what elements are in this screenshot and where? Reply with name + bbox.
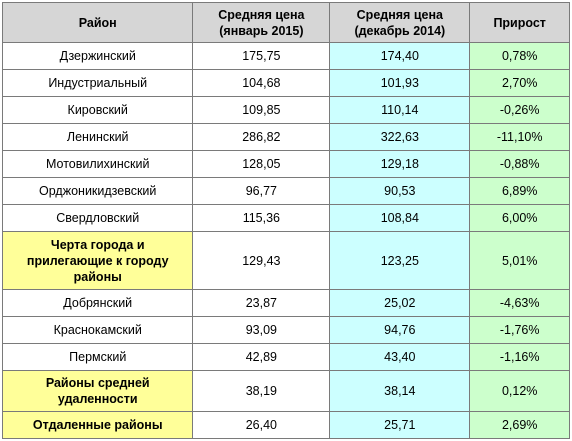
- table-row: Кировский 109,85 110,14 -0,26%: [1, 96, 570, 124]
- cell-growth: -11,10%: [469, 123, 570, 151]
- header-dec-2014: Средняя цена (декабрь 2014): [329, 2, 471, 43]
- cell-dec-2014: 43,40: [329, 343, 471, 371]
- cell-dec-2014: 38,14: [329, 370, 471, 412]
- table-header-row: Район Средняя цена (январь 2015) Средняя…: [1, 2, 570, 43]
- cell-jan-2015: 23,87: [192, 289, 331, 317]
- table-row: Дзержинский 175,75 174,40 0,78%: [1, 42, 570, 70]
- cell-dec-2014: 90,53: [329, 177, 471, 205]
- cell-dec-2014: 25,02: [329, 289, 471, 317]
- summary-row: Черта города и прилегающие к городу райо…: [1, 231, 570, 290]
- cell-jan-2015: 104,68: [192, 69, 331, 97]
- cell-jan-2015: 175,75: [192, 42, 331, 70]
- summary-row: Районы средней удаленности 38,19 38,14 0…: [1, 370, 570, 412]
- cell-growth: 2,69%: [469, 411, 570, 439]
- cell-district: Мотовилихинский: [1, 150, 194, 178]
- cell-district: Пермский: [1, 343, 194, 371]
- cell-jan-2015: 129,43: [192, 231, 331, 290]
- cell-jan-2015: 286,82: [192, 123, 331, 151]
- cell-dec-2014: 129,18: [329, 150, 471, 178]
- cell-district: Отдаленные районы: [1, 411, 194, 439]
- cell-district: Черта города и прилегающие к городу райо…: [1, 231, 194, 290]
- cell-growth: 6,89%: [469, 177, 570, 205]
- cell-growth: -1,76%: [469, 316, 570, 344]
- table-row: Краснокамский 93,09 94,76 -1,76%: [1, 316, 570, 344]
- table-row: Орджоникидзевский 96,77 90,53 6,89%: [1, 177, 570, 205]
- cell-growth: 5,01%: [469, 231, 570, 290]
- cell-growth: -0,26%: [469, 96, 570, 124]
- cell-district: Дзержинский: [1, 42, 194, 70]
- cell-district: Районы средней удаленности: [1, 370, 194, 412]
- cell-district: Орджоникидзевский: [1, 177, 194, 205]
- cell-jan-2015: 115,36: [192, 204, 331, 232]
- cell-jan-2015: 38,19: [192, 370, 331, 412]
- cell-dec-2014: 322,63: [329, 123, 471, 151]
- summary-row: Отдаленные районы 26,40 25,71 2,69%: [1, 411, 570, 439]
- cell-growth: -0,88%: [469, 150, 570, 178]
- cell-district: Индустриальный: [1, 69, 194, 97]
- header-growth: Прирост: [469, 2, 570, 43]
- table-body: Дзержинский 175,75 174,40 0,78% Индустри…: [1, 42, 570, 439]
- cell-jan-2015: 109,85: [192, 96, 331, 124]
- table-row: Свердловский 115,36 108,84 6,00%: [1, 204, 570, 232]
- table-row: Мотовилихинский 128,05 129,18 -0,88%: [1, 150, 570, 178]
- cell-district: Добрянский: [1, 289, 194, 317]
- cell-jan-2015: 42,89: [192, 343, 331, 371]
- header-jan-2015: Средняя цена (январь 2015): [192, 2, 331, 43]
- cell-district: Свердловский: [1, 204, 194, 232]
- cell-jan-2015: 128,05: [192, 150, 331, 178]
- cell-growth: 2,70%: [469, 69, 570, 97]
- cell-district: Ленинский: [1, 123, 194, 151]
- cell-dec-2014: 123,25: [329, 231, 471, 290]
- table-row: Пермский 42,89 43,40 -1,16%: [1, 343, 570, 371]
- cell-growth: 0,78%: [469, 42, 570, 70]
- cell-dec-2014: 174,40: [329, 42, 471, 70]
- cell-growth: 0,12%: [469, 370, 570, 412]
- cell-dec-2014: 110,14: [329, 96, 471, 124]
- cell-district: Кировский: [1, 96, 194, 124]
- table-row: Индустриальный 104,68 101,93 2,70%: [1, 69, 570, 97]
- cell-district: Краснокамский: [1, 316, 194, 344]
- cell-dec-2014: 101,93: [329, 69, 471, 97]
- cell-dec-2014: 94,76: [329, 316, 471, 344]
- table-row: Добрянский 23,87 25,02 -4,63%: [1, 289, 570, 317]
- table-row: Ленинский 286,82 322,63 -11,10%: [1, 123, 570, 151]
- cell-dec-2014: 25,71: [329, 411, 471, 439]
- cell-jan-2015: 93,09: [192, 316, 331, 344]
- cell-growth: -1,16%: [469, 343, 570, 371]
- cell-jan-2015: 26,40: [192, 411, 331, 439]
- header-district: Район: [1, 2, 194, 43]
- cell-dec-2014: 108,84: [329, 204, 471, 232]
- cell-jan-2015: 96,77: [192, 177, 331, 205]
- cell-growth: 6,00%: [469, 204, 570, 232]
- cell-growth: -4,63%: [469, 289, 570, 317]
